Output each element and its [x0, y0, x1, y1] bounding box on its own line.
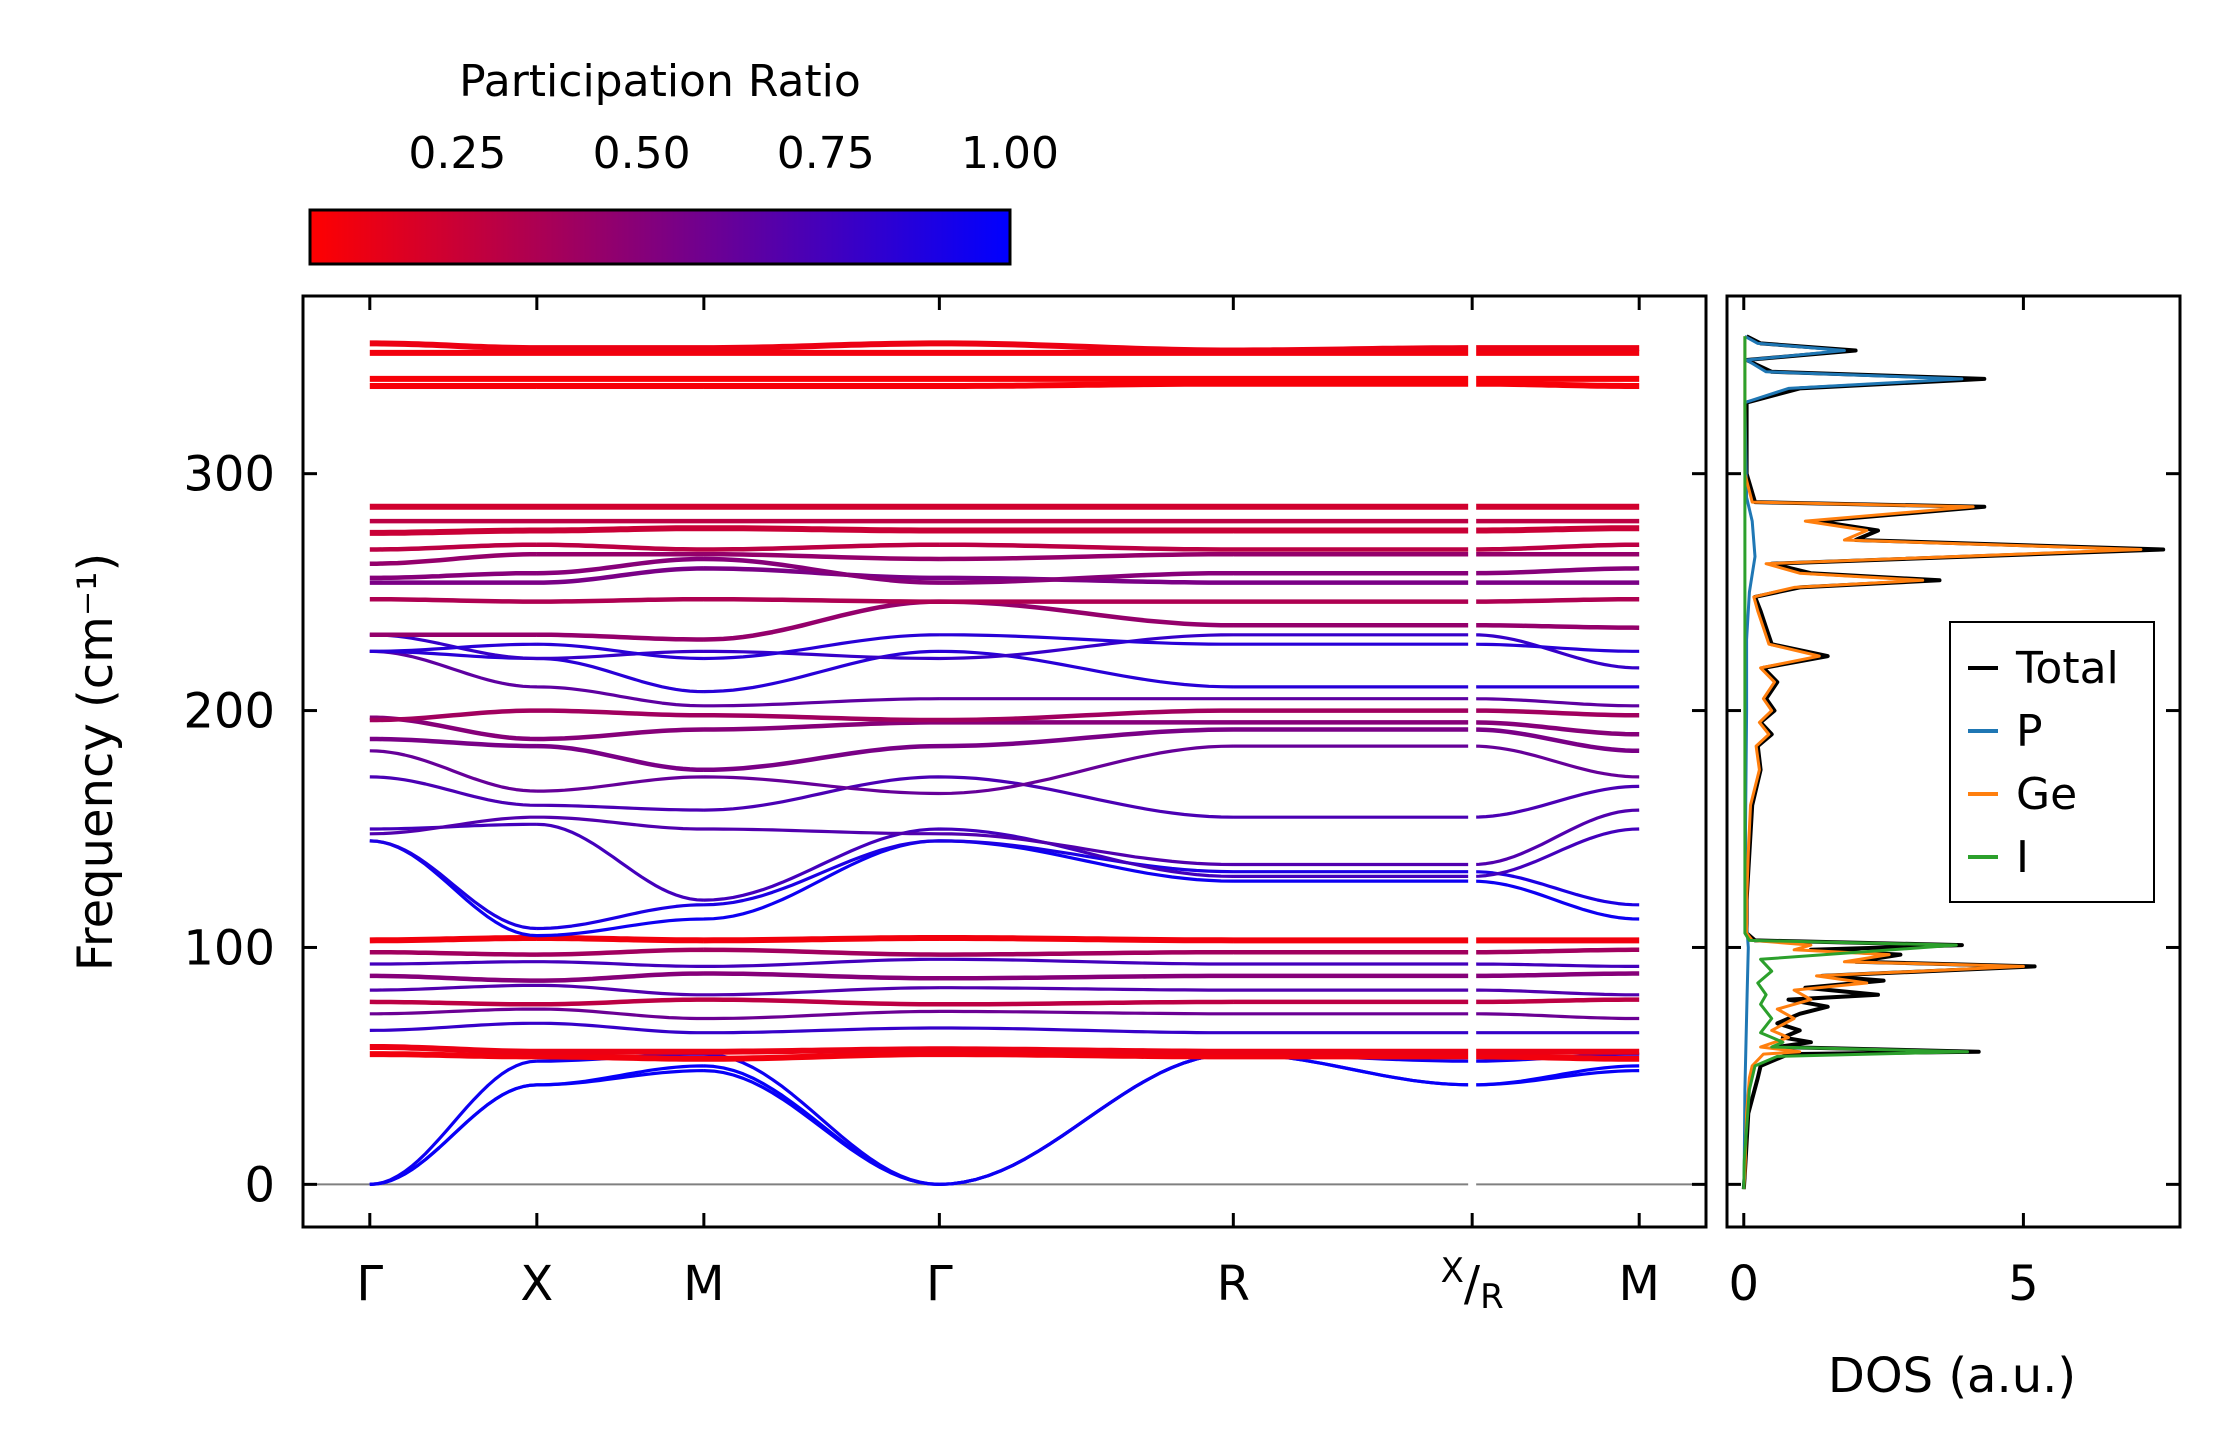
x-tick-label: M	[1618, 1256, 1659, 1312]
y-tick-label: 100	[183, 920, 275, 976]
path-break-gap	[1468, 298, 1477, 1225]
band-line	[369, 633, 1640, 661]
dos-curves	[1741, 334, 2166, 1190]
band-line	[369, 715, 1640, 742]
band-line	[369, 808, 1640, 867]
band-line	[369, 566, 1640, 585]
band-line	[369, 340, 1640, 354]
band-line	[369, 525, 1640, 536]
dos-line-i	[1742, 336, 1969, 1190]
band-line	[369, 775, 1640, 819]
x-tick-label: X	[520, 1256, 553, 1312]
legend-label-total: Total	[2015, 643, 2119, 694]
colorbar-ticks: 0.25 0.50 0.75 1.00	[408, 128, 1059, 262]
y-tick-label: 0	[244, 1157, 275, 1213]
x-tick-label: M	[683, 1256, 724, 1312]
dos-x-tick-label: 0	[1729, 1256, 1760, 1312]
legend-label-i: I	[2016, 832, 2029, 883]
band-line	[369, 839, 1640, 931]
band-line	[369, 633, 1640, 670]
y-axis-label: Frequency (cm⁻¹)	[68, 553, 124, 971]
dos-x-axis-label: DOS (a.u.)	[1828, 1348, 2076, 1404]
dos-x-tick-label: 5	[2008, 1256, 2039, 1312]
band-line	[369, 935, 1640, 944]
band-line	[369, 542, 1640, 552]
band-line	[369, 839, 1640, 938]
band-line	[369, 822, 1640, 902]
colorbar-title: Participation Ratio	[459, 56, 861, 107]
colorbar-tick-label: 0.50	[593, 128, 691, 179]
band-axes: 0 100 200 300 Γ X M Γ R X/R M	[183, 296, 1706, 1317]
colorbar-tick-label: 0.25	[408, 128, 506, 179]
dos-panel-frame	[1725, 294, 2182, 1229]
x-tick-label: R	[1217, 1256, 1250, 1312]
band-line	[369, 380, 1640, 389]
band-line	[369, 971, 1640, 983]
path-break	[1468, 298, 1477, 1225]
colorbar-tick-label: 1.00	[961, 128, 1059, 179]
band-structure-panel: Frequency (cm⁻¹) 0 100 200 300 Γ X M Γ R X/R M	[68, 294, 1708, 1317]
band-panel-frame	[301, 294, 1708, 1229]
band-line	[369, 1007, 1640, 1021]
band-line	[369, 596, 1640, 604]
band-line	[369, 708, 1640, 723]
band-line	[369, 649, 1640, 708]
band-line	[369, 1051, 1640, 1062]
band-line	[369, 556, 1640, 585]
band-line	[369, 983, 1640, 997]
band-line	[369, 947, 1640, 957]
band-line	[369, 957, 1640, 968]
legend-label-p: P	[2016, 706, 2043, 757]
band-line	[369, 727, 1640, 773]
colorbar-gradient	[308, 208, 1012, 266]
x-tick-label: Γ	[926, 1256, 953, 1312]
legend-items: Total P Ge I	[1968, 643, 2119, 883]
x-tick-label: X/R	[1441, 1251, 1504, 1317]
x-tick-label: Γ	[356, 1256, 383, 1312]
legend: Total P Ge I	[1949, 621, 2155, 903]
band-line	[369, 649, 1640, 694]
band-line	[369, 1052, 1640, 1186]
dos-line-p	[1742, 334, 1964, 1190]
band-line	[369, 997, 1640, 1007]
dos-line-ge	[1742, 336, 2143, 1190]
band-line	[369, 551, 1640, 566]
colorbar: Participation Ratio 0.25 0.50 0.75 1.00	[308, 56, 1059, 266]
band-line	[369, 1044, 1640, 1055]
colorbar-tick-label: 0.75	[777, 128, 875, 179]
y-tick-label: 200	[183, 684, 275, 740]
band-line	[369, 599, 1640, 642]
band-line	[369, 744, 1640, 796]
legend-label-ge: Ge	[2016, 769, 2077, 820]
phonon-bands	[369, 340, 1640, 1186]
band-line	[369, 1021, 1640, 1035]
y-tick-label: 300	[183, 447, 275, 503]
band-line	[369, 1052, 1640, 1186]
band-line	[369, 1052, 1640, 1186]
